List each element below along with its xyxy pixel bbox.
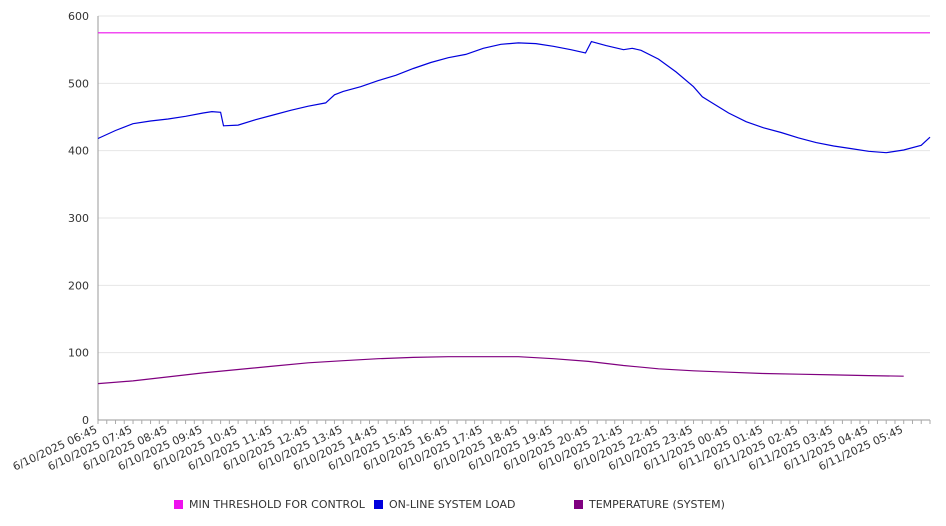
legend: MIN THRESHOLD FOR CONTROL ON-LINE SYSTEM…	[0, 498, 946, 514]
y-tick-label: 300	[68, 212, 89, 225]
series-line-on-line-system-load	[97, 40, 931, 154]
series-lines	[97, 32, 931, 385]
legend-item-system-load: ON-LINE SYSTEM LOAD	[374, 498, 515, 511]
legend-item-min-threshold: MIN THRESHOLD FOR CONTROL	[174, 498, 365, 511]
y-tick-label: 400	[68, 145, 89, 158]
y-tick-label: 500	[68, 77, 89, 90]
y-tick-label: 100	[68, 347, 89, 360]
legend-item-temperature: TEMPERATURE (SYSTEM)	[574, 498, 725, 511]
legend-swatch-system-load	[374, 500, 383, 509]
series-line-temperature-system	[97, 356, 904, 385]
legend-label-temperature: TEMPERATURE (SYSTEM)	[589, 498, 725, 511]
legend-label-system-load: ON-LINE SYSTEM LOAD	[389, 498, 516, 511]
legend-swatch-temperature	[574, 500, 583, 509]
y-tick-label: 0	[82, 414, 89, 427]
y-tick-label: 200	[68, 279, 89, 292]
legend-swatch-min-threshold	[174, 500, 183, 509]
legend-label-min-threshold: MIN THRESHOLD FOR CONTROL	[189, 498, 365, 511]
gridlines	[98, 15, 930, 354]
y-tick-label: 600	[68, 10, 89, 23]
